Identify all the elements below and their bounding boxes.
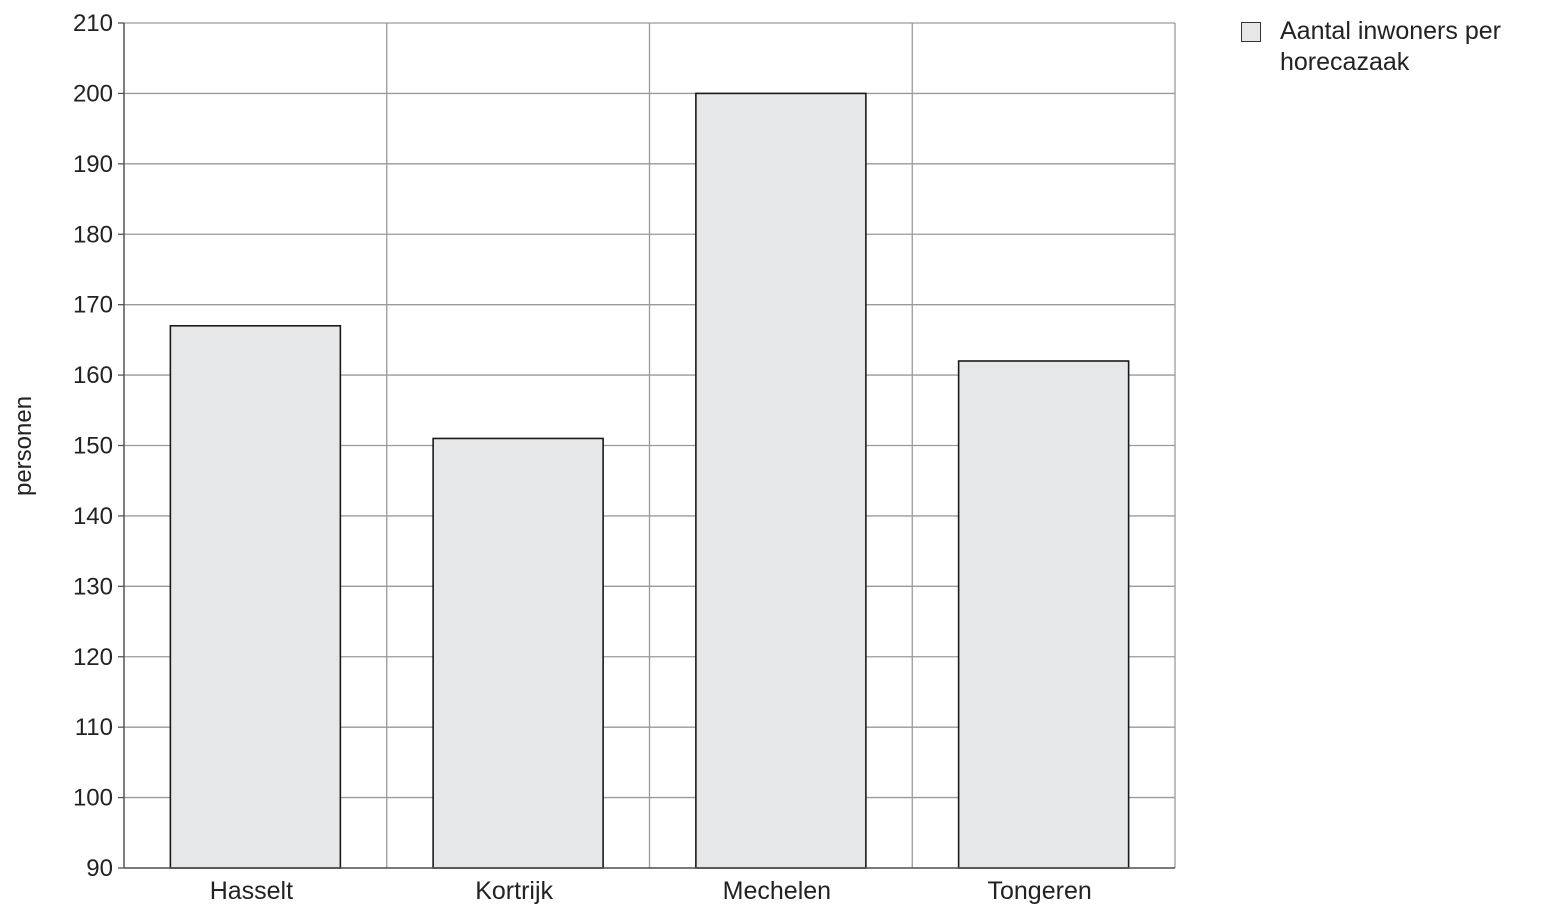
y-tick-label: 150 (73, 433, 113, 460)
y-tick-label: 180 (73, 221, 113, 248)
axes (118, 22, 1175, 869)
bar-kortrijk (432, 437, 604, 869)
y-tick-label: 100 (73, 785, 113, 812)
bar-mechelen (695, 92, 867, 869)
y-tick-labels: 90 100 110 120 130 140 150 160 170 180 190 200 210 (73, 10, 113, 882)
y-tick-label: 200 (73, 80, 113, 107)
x-tick-label: Tongeren (988, 877, 1092, 905)
y-tick-label: 170 (73, 292, 113, 319)
y-axis-label: personen (10, 396, 37, 496)
y-tick-label: 90 (86, 855, 113, 882)
y-tick-label: 190 (73, 151, 113, 178)
x-tick-labels: Hasselt Kortrijk Mechelen Tongeren (210, 877, 1092, 905)
y-tick-label: 120 (73, 644, 113, 671)
x-tick-label: Mechelen (723, 877, 831, 905)
y-tick-label: 140 (73, 503, 113, 530)
legend-label: Aantal inwoners per horecazaak (1280, 17, 1501, 76)
bars (169, 92, 1130, 869)
x-tick-label: Kortrijk (475, 877, 553, 905)
y-tick-label: 110 (75, 714, 113, 741)
bar-tongeren (957, 360, 1130, 869)
legend-swatch (1241, 22, 1261, 42)
x-tick-label: Hasselt (210, 877, 293, 905)
y-tick-label: 160 (73, 362, 113, 389)
y-tick-label: 130 (73, 573, 113, 600)
y-tick-label: 210 (73, 10, 113, 37)
bar-hasselt (169, 324, 342, 869)
